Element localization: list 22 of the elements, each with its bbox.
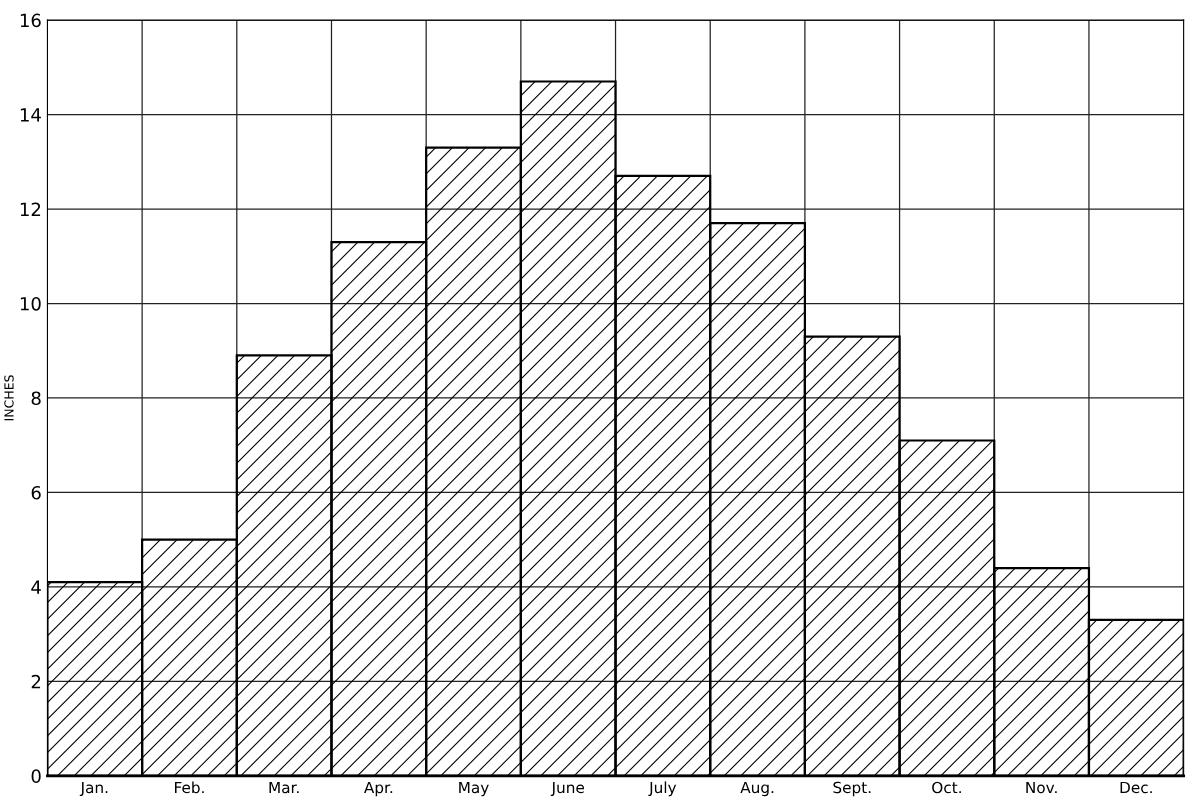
y-tick-label: 12 xyxy=(20,202,41,216)
y-tick-label: 10 xyxy=(20,296,41,311)
y-axis-title: INCHES xyxy=(4,375,14,421)
x-tick-label: Dec. xyxy=(1120,781,1152,794)
x-tick-label: Feb. xyxy=(175,781,204,794)
x-tick-label: Nov. xyxy=(1026,781,1057,794)
x-tick-label: July xyxy=(648,781,677,797)
x-tick-label: May xyxy=(459,781,489,797)
x-tick-label: June xyxy=(550,781,585,797)
x-tick-label: Sept. xyxy=(833,781,871,797)
y-tick-label: 2 xyxy=(31,674,41,689)
x-tick-label: Aug. xyxy=(740,781,774,797)
x-tick-label: Jan. xyxy=(79,781,108,797)
y-tick-label: 8 xyxy=(31,391,41,406)
y-tick-label: 6 xyxy=(31,485,41,500)
x-tick-label: Mar. xyxy=(269,781,299,794)
y-tick-label: 0 xyxy=(31,769,41,783)
y-tick-label: 16 xyxy=(20,13,41,28)
x-tick-label: Oct. xyxy=(932,781,961,794)
y-tick-label: 14 xyxy=(20,108,41,122)
y-tick-label: 4 xyxy=(31,580,41,594)
x-tick-label: Apr. xyxy=(364,781,393,797)
